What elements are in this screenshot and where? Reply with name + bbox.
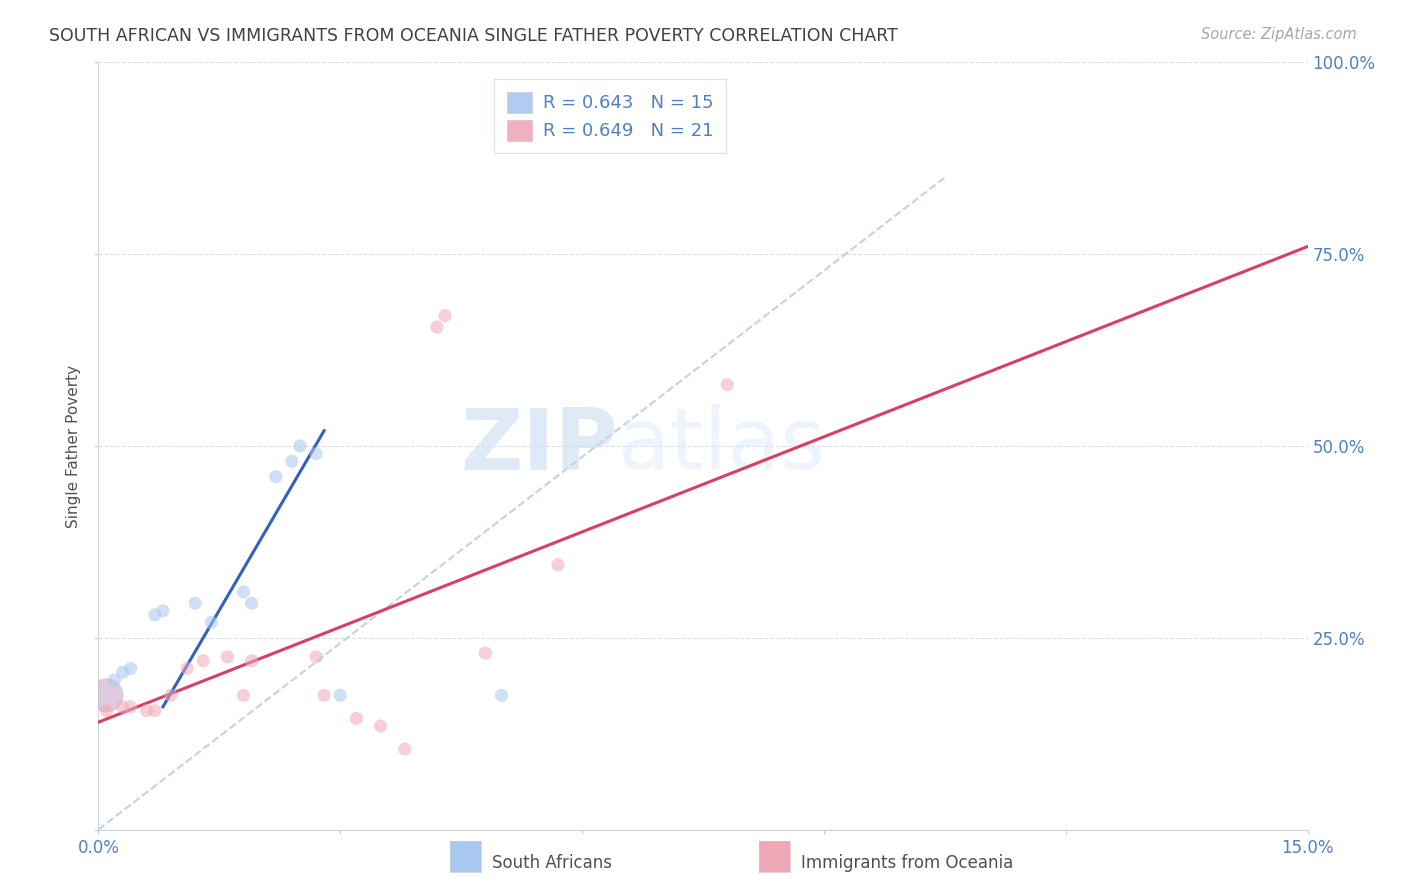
Text: SOUTH AFRICAN VS IMMIGRANTS FROM OCEANIA SINGLE FATHER POVERTY CORRELATION CHART: SOUTH AFRICAN VS IMMIGRANTS FROM OCEANIA… (49, 27, 898, 45)
Point (232, 689, 254, 703)
Point (152, 604, 174, 618)
Point (103, 673, 125, 687)
Point (329, 689, 352, 703)
Point (184, 596, 207, 610)
Point (120, 699, 142, 714)
Point (240, 596, 263, 610)
Point (426, 320, 449, 334)
Point (474, 646, 496, 660)
Point (111, 665, 134, 680)
Point (217, 649, 239, 664)
Point (281, 454, 304, 468)
Point (314, 689, 336, 703)
Point (716, 377, 738, 392)
Point (491, 689, 513, 703)
Point (370, 719, 392, 733)
Point (264, 469, 287, 483)
Point (111, 699, 134, 714)
Point (96, 689, 118, 703)
Y-axis label: Single Father Poverty: Single Father Poverty (66, 365, 82, 527)
Point (232, 584, 254, 599)
Point (344, 711, 367, 725)
Point (305, 447, 328, 461)
Text: atlas: atlas (619, 404, 827, 488)
Text: Source: ZipAtlas.com: Source: ZipAtlas.com (1201, 27, 1357, 42)
Point (288, 439, 311, 453)
Text: ZIP: ZIP (461, 404, 619, 488)
Point (394, 742, 416, 756)
Point (434, 309, 457, 323)
Legend: R = 0.643   N = 15, R = 0.649   N = 21: R = 0.643 N = 15, R = 0.649 N = 21 (495, 79, 727, 153)
Point (120, 661, 142, 675)
Text: South Africans: South Africans (492, 854, 612, 871)
Point (143, 607, 166, 622)
Point (240, 654, 263, 668)
Point (176, 661, 198, 675)
Point (200, 615, 222, 630)
Point (135, 704, 157, 718)
Point (160, 689, 183, 703)
Point (96, 689, 118, 703)
Point (193, 654, 215, 668)
Point (547, 558, 569, 572)
Text: Immigrants from Oceania: Immigrants from Oceania (801, 854, 1014, 871)
Point (143, 704, 166, 718)
Point (305, 649, 328, 664)
Point (96, 704, 118, 718)
